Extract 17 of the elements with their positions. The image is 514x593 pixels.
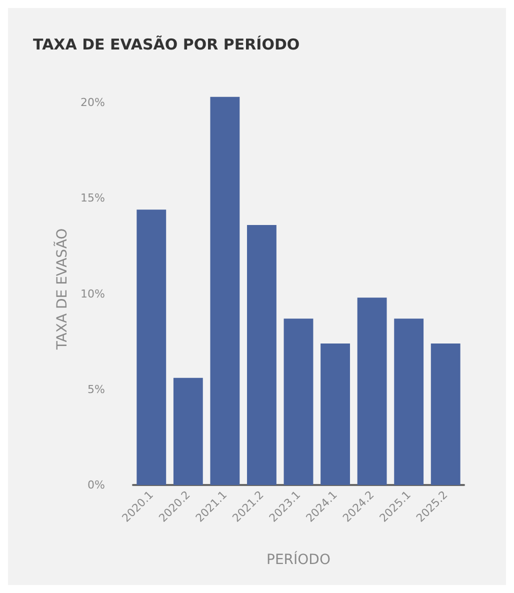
- y-tick-label: 0%: [88, 478, 105, 492]
- y-tick-label: 5%: [88, 382, 105, 396]
- bar: [173, 378, 203, 485]
- y-axis-title: TAXA DE EVASÃO: [54, 228, 71, 351]
- bar: [430, 344, 460, 485]
- bar: [284, 318, 314, 485]
- bar: [320, 344, 350, 485]
- y-tick-label: 15%: [80, 192, 105, 205]
- bar: [357, 298, 387, 485]
- x-axis-title: PERÍODO: [266, 551, 330, 568]
- bar: [394, 318, 424, 485]
- chart-title: TAXA DE EVASÃO POR PERÍODO: [33, 36, 300, 54]
- bar: [247, 224, 276, 485]
- y-tick-label: 20%: [80, 96, 105, 110]
- bar: [210, 96, 240, 485]
- y-tick-label: 10%: [80, 287, 105, 300]
- bar: [136, 210, 166, 485]
